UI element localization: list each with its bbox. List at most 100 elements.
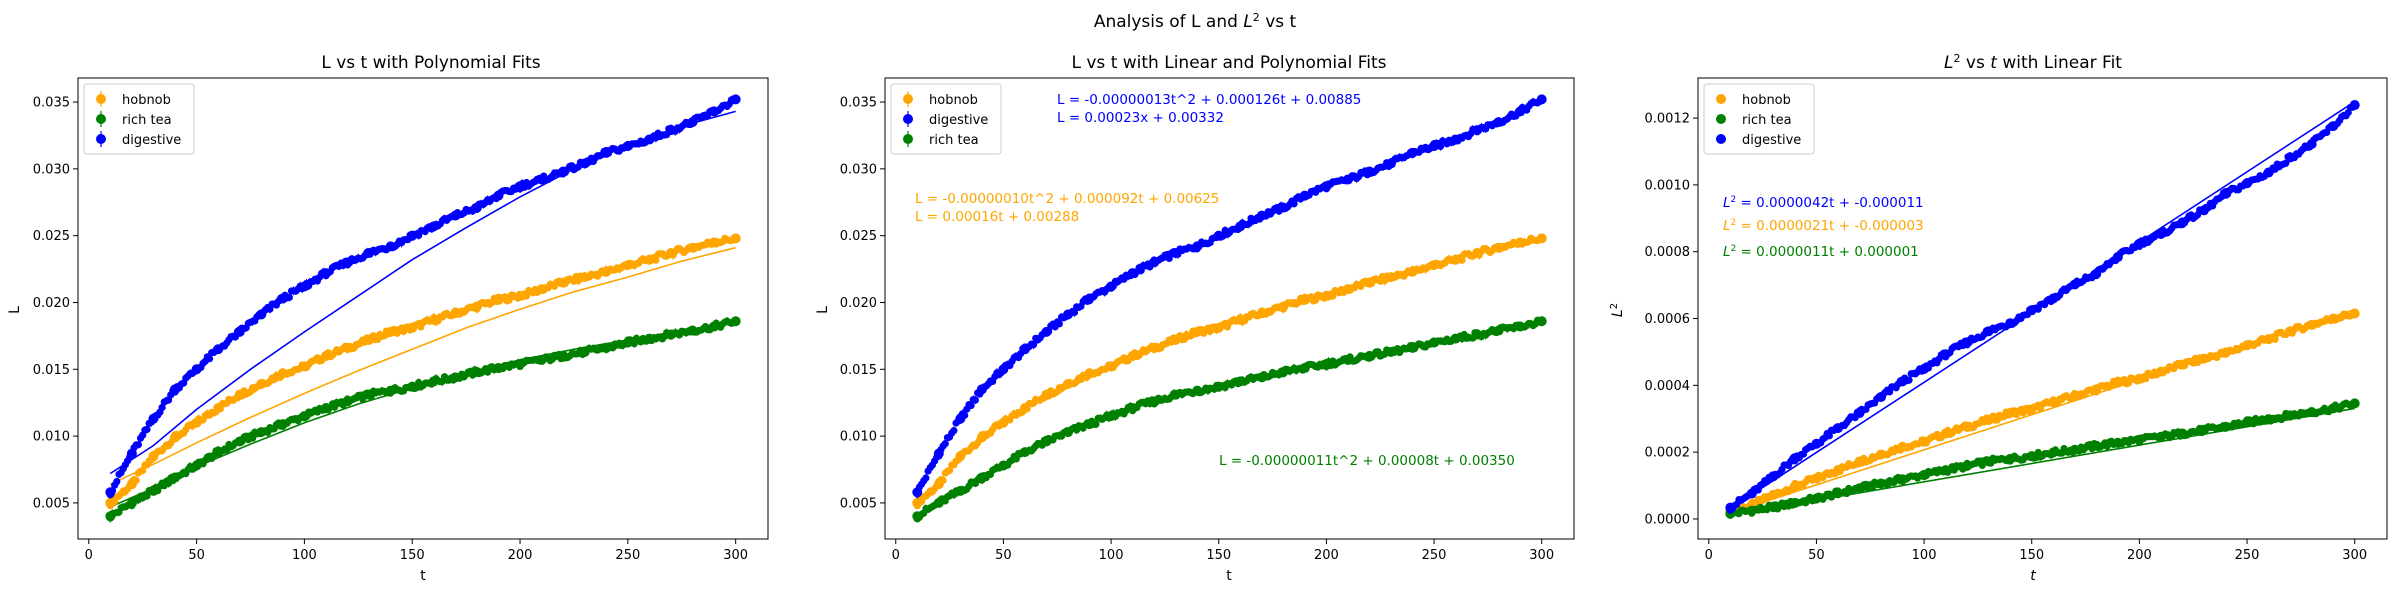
data-point-hobnob: [1278, 301, 1289, 312]
data-point-digestive: [515, 181, 526, 192]
data-point-hobnob: [1364, 277, 1375, 288]
x-tick-label: 300: [723, 548, 748, 563]
x-tick-label: 0: [1705, 548, 1713, 563]
data-point-digestive: [1106, 281, 1117, 292]
data-point-rich-tea: [320, 403, 331, 414]
data-point-digestive: [687, 117, 698, 128]
data-point-hobnob: [342, 342, 353, 353]
data-point-hobnob: [471, 301, 482, 312]
x-tick-label: 0: [892, 548, 900, 563]
data-point-digestive: [536, 174, 547, 185]
y-tick-label: 0.025: [840, 229, 877, 244]
data-point-digestive: [1450, 134, 1461, 145]
data-point-digestive: [1041, 326, 1052, 337]
legend-frame: [1703, 83, 1815, 155]
data-point-rich-tea: [148, 485, 159, 496]
data-point-hobnob: [2285, 326, 2296, 337]
data-point-digestive: [1472, 125, 1483, 136]
panel-l2-vs-t-linear: L2 vs t with Linear Fit t L2 0 50 100 150 20…: [1609, 52, 2388, 584]
y-tick-label: 0.0002: [1645, 446, 1691, 461]
data-point-hobnob: [1407, 266, 1418, 277]
legend-label-hobnob: hobnob: [929, 93, 978, 108]
data-point-digestive: [2242, 178, 2253, 189]
legend-marker-hobnob: [1716, 94, 1726, 104]
x-axis-label: t: [1226, 568, 1232, 584]
data-point-rich-tea: [1811, 493, 1822, 504]
data-point-hobnob: [601, 266, 612, 277]
data-point: [950, 427, 958, 435]
data-point-rich-tea: [1041, 436, 1052, 447]
data-point-rich-tea: [1407, 342, 1418, 353]
data-point-rich-tea: [558, 350, 569, 361]
data-point-hobnob: [2069, 390, 2080, 401]
data-point-rich-tea: [933, 497, 944, 508]
data-point-rich-tea: [1213, 381, 1224, 392]
y-tick-label: 0.035: [33, 96, 70, 111]
x-tick-label: 100: [292, 548, 317, 563]
data-point-hobnob: [976, 432, 987, 443]
data-point-rich-tea: [450, 372, 461, 383]
data-point-digestive: [1515, 106, 1526, 117]
y-tick-label: 0.0006: [1645, 312, 1691, 327]
x-tick-label: 100: [1912, 548, 1937, 563]
data-point-rich-tea: [1472, 329, 1483, 340]
data-point-hobnob: [1472, 248, 1483, 259]
data-point-hobnob: [1811, 473, 1822, 484]
data-point-rich-tea: [687, 325, 698, 336]
data-point-rich-tea: [1983, 456, 1994, 467]
data-point-rich-tea: [998, 460, 1009, 471]
x-tick-label: 200: [2127, 548, 2152, 563]
data-point-hobnob: [2198, 353, 2209, 364]
data-point-rich-tea: [1127, 403, 1138, 414]
data-point-digestive: [256, 309, 267, 320]
legend-frame: [890, 83, 1002, 155]
data-point-hobnob: [1854, 456, 1865, 467]
legend-marker-hobnob: [903, 94, 913, 104]
x-tick-label: 50: [188, 548, 205, 563]
data-point-digestive: [1170, 248, 1181, 259]
y-tick-label: 0.0004: [1645, 379, 1691, 394]
figure-title-prefix: Analysis of L and: [1094, 12, 1244, 32]
data-point-digestive: [1983, 326, 1994, 337]
data-point-rich-tea: [1385, 346, 1396, 357]
data-point-rich-tea: [1768, 502, 1779, 513]
data-point: [134, 441, 142, 449]
data-point-digestive: [998, 364, 1009, 375]
data-point-digestive: [1407, 147, 1418, 158]
data-point-rich-tea: [493, 362, 504, 373]
panel-title: L vs t with Polynomial Fits: [321, 53, 540, 73]
fit-equation-hobnob: L2 = 0.0000021t + -0.000003: [1723, 218, 1924, 234]
data-point-digestive: [1746, 488, 1757, 499]
panel-l-vs-t-polynomial: L vs t with Polynomial Fits t L 0 50 100 15…: [7, 53, 769, 584]
data-point-hobnob: [2026, 404, 2037, 415]
data-point-hobnob: [493, 294, 504, 305]
data-point-digestive: [2112, 252, 2123, 263]
y-tick-label: 0.0010: [1645, 178, 1691, 193]
data-point-rich-tea: [2328, 403, 2339, 414]
data-point-hobnob: [955, 451, 966, 462]
data-point-rich-tea: [1256, 372, 1267, 383]
plot-frame: [77, 77, 769, 540]
data-point-rich-tea: [2026, 451, 2037, 462]
data-point-hobnob: [1940, 428, 1951, 439]
data-point-hobnob: [2155, 366, 2166, 377]
data-point-digestive: [1063, 309, 1074, 320]
data-point-rich-tea: [385, 385, 396, 396]
data-point-rich-tea: [2263, 414, 2274, 425]
data-point-hobnob: [912, 497, 923, 508]
x-tick-label: 300: [2342, 548, 2367, 563]
data-point-rich-tea: [1170, 389, 1181, 400]
data-point-digestive: [213, 344, 224, 355]
data-point-rich-tea: [912, 511, 923, 522]
data-point-digestive: [579, 158, 590, 169]
legend-label-hobnob: hobnob: [122, 93, 171, 108]
legend-marker-rich-tea: [96, 114, 106, 124]
data-point-rich-tea: [2048, 447, 2059, 458]
data-point-digestive: [1235, 221, 1246, 232]
data-point-digestive: [450, 210, 461, 221]
data-point-hobnob: [1385, 272, 1396, 283]
data-point-digestive: [912, 487, 923, 498]
fit-equation-digestive: L2 = 0.0000042t + -0.000011: [1723, 195, 1924, 211]
data-point-digestive: [1192, 241, 1203, 252]
data-point-rich-tea: [1019, 447, 1030, 458]
